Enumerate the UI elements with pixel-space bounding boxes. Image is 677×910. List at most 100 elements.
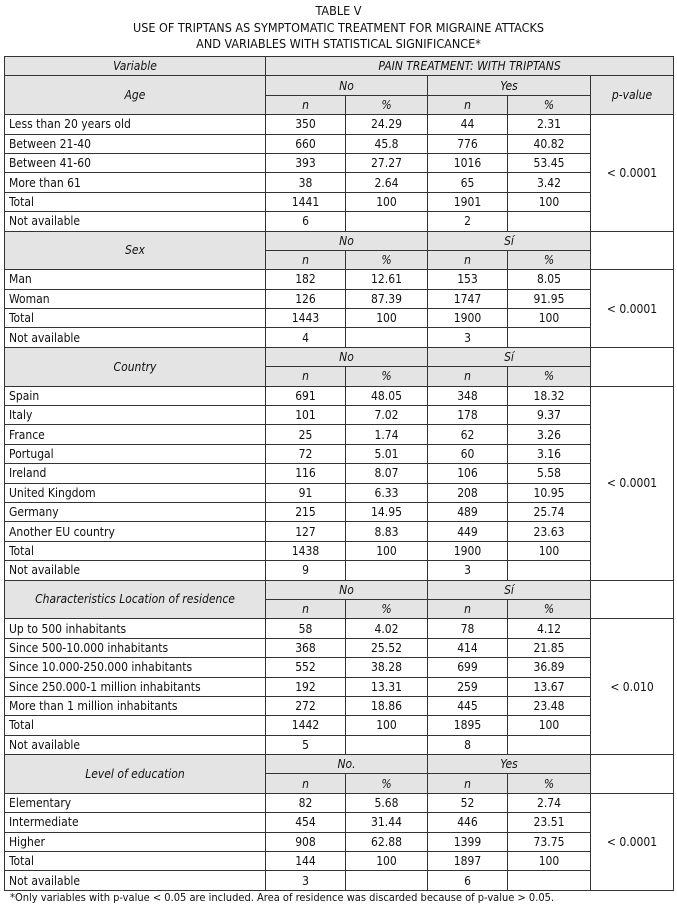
row-label: Between 41-60 — [4, 152, 266, 174]
table-row: Another EU country 127 8.83 449 23.63 — [4, 521, 674, 542]
cell-value: 25.52 — [345, 637, 428, 659]
cell-value: 73.75 — [507, 831, 591, 853]
row-label: Not available — [4, 560, 266, 581]
cell-value — [507, 560, 591, 581]
cell-value: 3.16 — [507, 443, 591, 465]
p-value: < 0.0001 — [589, 269, 675, 348]
row-label: France — [4, 424, 266, 445]
row-label: Total — [4, 191, 266, 213]
cell-value: 53.45 — [507, 152, 591, 174]
cell-value: 8.83 — [345, 521, 428, 542]
row-label: Up to 500 inhabitants — [4, 618, 266, 639]
cell-value — [345, 327, 428, 348]
results-table: Variable PAIN TREATMENT: WITH TRIPTANS A… — [4, 55, 675, 891]
cell-value — [345, 211, 428, 232]
cell-value: 100 — [345, 191, 428, 213]
section-variable-name: Sex — [4, 230, 266, 271]
cell-value: 24.29 — [345, 114, 428, 135]
row-label: Woman — [4, 288, 266, 310]
cell-value: 100 — [345, 540, 428, 562]
cell-value: 182 — [265, 269, 346, 290]
cell-value: 14.95 — [345, 501, 428, 523]
row-label: Portugal — [4, 443, 266, 465]
cell-value: 100 — [345, 851, 428, 872]
cell-value: 3 — [427, 560, 508, 581]
row-label: Total — [4, 540, 266, 562]
cell-value: 9 — [265, 560, 346, 581]
cell-value: 116 — [265, 463, 346, 484]
table-row: Less than 20 years old 350 24.29 44 2.31 < 0.… — [4, 114, 675, 232]
cell-value: 21.85 — [507, 637, 591, 659]
row-label: Total — [4, 308, 266, 329]
section-variable-name: Characteristics Location of residence — [4, 579, 266, 620]
percent-header: % — [345, 249, 428, 271]
cell-value: 192 — [265, 676, 346, 697]
table-row: Germany 215 14.95 489 25.74 — [4, 501, 674, 523]
cell-value: 776 — [427, 133, 508, 154]
p-value-header: p-value — [589, 75, 675, 116]
table-row: Ireland 116 8.07 106 5.58 — [4, 463, 674, 484]
table-row: United Kingdom 91 6.33 208 10.95 — [4, 482, 674, 503]
table-row: Not available 5 8 — [4, 734, 674, 756]
cell-value: 100 — [507, 191, 591, 213]
row-label: Since 250.000-1 million inhabitants — [4, 676, 266, 697]
n-header: n — [265, 249, 346, 271]
table-row: Portugal 72 5.01 60 3.16 — [4, 443, 674, 465]
row-label: Italy — [4, 405, 266, 426]
cell-value: 23.48 — [507, 695, 591, 717]
cell-value: 101 — [265, 405, 346, 426]
table-row: More than 61 38 2.64 65 3.42 — [4, 172, 674, 193]
cell-value: 368 — [265, 637, 346, 659]
treatment-header: PAIN TREATMENT: WITH TRIPTANS — [264, 55, 675, 77]
cell-value: 449 — [427, 521, 508, 542]
yes-group-header: Sí — [427, 346, 591, 368]
cell-value: 4.12 — [507, 618, 591, 639]
cell-value: 38 — [265, 172, 346, 193]
subheader-row: n% n% — [5, 598, 674, 620]
table-title: TABLE V USE OF TRIPTANS AS SYMPTOMATIC T… — [0, 0, 677, 53]
cell-value: 31.44 — [345, 812, 428, 833]
footnote: *Only variables with p-value < 0.05 are … — [10, 891, 555, 904]
header-row: Variable PAIN TREATMENT: WITH TRIPTANS — [4, 55, 675, 77]
cell-value: 25.74 — [507, 501, 591, 523]
cell-value: 393 — [265, 152, 346, 174]
cell-value: 100 — [345, 308, 428, 329]
cell-value: 153 — [427, 269, 508, 290]
cell-value: 5.58 — [507, 463, 591, 484]
cell-value: 36.89 — [507, 657, 591, 678]
cell-value: 454 — [265, 812, 346, 833]
yes-group-header: Yes — [427, 754, 591, 775]
table-caption-line1: USE OF TRIPTANS AS SYMPTOMATIC TREATMENT… — [132, 19, 545, 35]
cell-value: 62 — [427, 424, 508, 445]
cell-value: 4.02 — [345, 618, 428, 639]
table-row: Since 500-10.000 inhabitants 368 25.52 414 2… — [4, 637, 674, 659]
row-label: Less than 20 years old — [4, 114, 266, 135]
n-header: n — [265, 366, 346, 387]
cell-value: 3.42 — [507, 172, 591, 193]
cell-value: 272 — [265, 695, 346, 717]
cell-value: 18.32 — [507, 385, 591, 407]
cell-value: 27.27 — [345, 152, 428, 174]
table-row: Intermediate 454 31.44 446 23.51 — [4, 812, 674, 833]
cell-value: 78 — [427, 618, 508, 639]
cell-value: 489 — [427, 501, 508, 523]
n-header: n — [427, 94, 508, 116]
cell-value: 2.31 — [507, 114, 591, 135]
cell-value: 87.39 — [345, 288, 428, 310]
table-row: Total 1442 100 1895 100 — [4, 715, 674, 736]
p-value-header-blank — [589, 346, 675, 387]
yes-group-header: Sí — [427, 579, 591, 600]
table-row: France 25 1.74 62 3.26 — [4, 424, 674, 445]
cell-value: 908 — [265, 831, 346, 853]
table-row: Total 1441 100 1901 100 — [4, 191, 674, 213]
cell-value: 8.05 — [507, 269, 591, 290]
cell-value: 106 — [427, 463, 508, 484]
table-row: Not available 9 3 — [4, 560, 674, 581]
cell-value: 91.95 — [507, 288, 591, 310]
percent-header: % — [345, 94, 428, 116]
percent-header: % — [507, 94, 591, 116]
cell-value: 10.95 — [507, 482, 591, 503]
cell-value: 58 — [265, 618, 346, 639]
p-value: < 0.0001 — [589, 114, 675, 232]
cell-value: 178 — [427, 405, 508, 426]
